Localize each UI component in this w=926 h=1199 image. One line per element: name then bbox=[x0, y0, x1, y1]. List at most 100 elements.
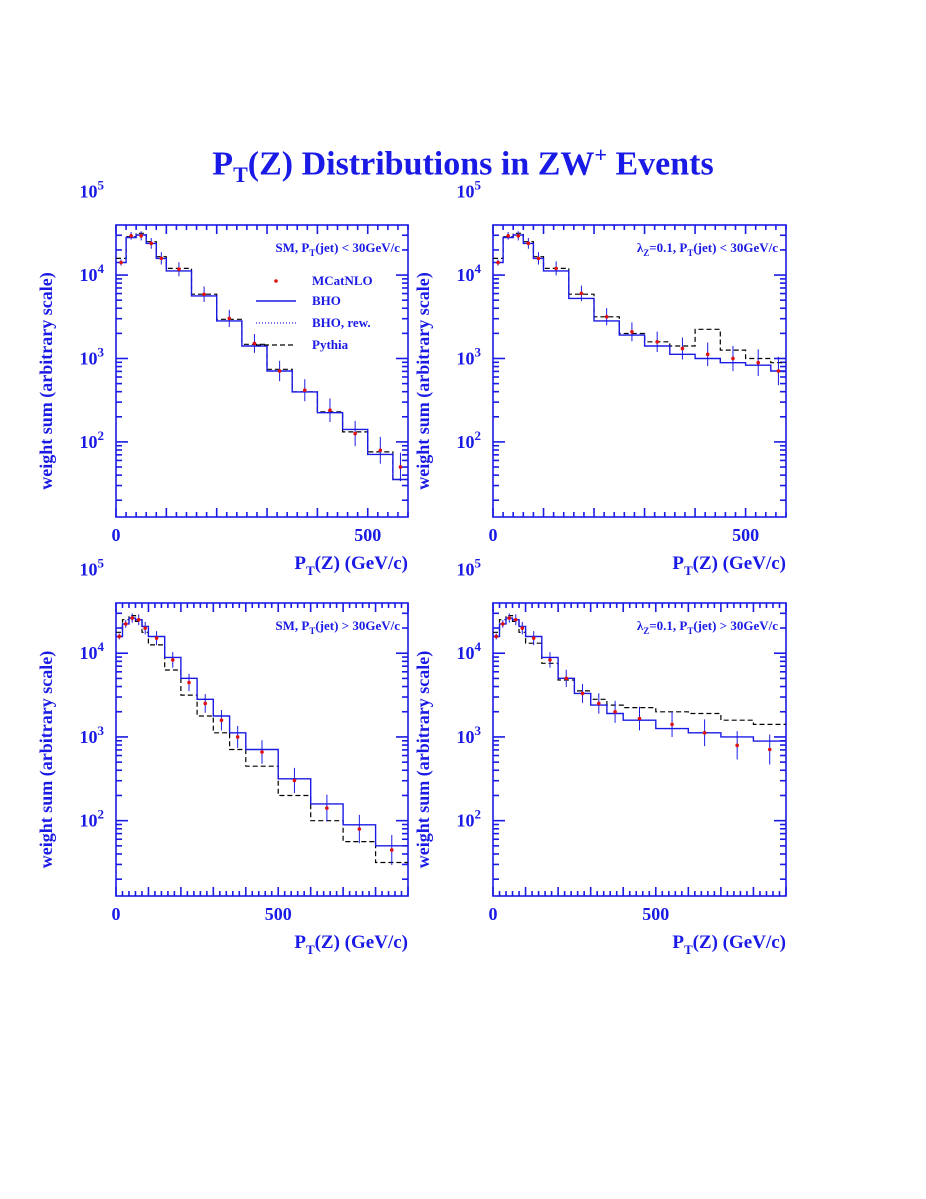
y-tick-label: 102 bbox=[457, 428, 482, 452]
mcatnlo-point bbox=[500, 622, 505, 626]
x-tick-label: 0 bbox=[112, 904, 121, 924]
y-tick-label: 103 bbox=[457, 723, 482, 747]
panel-label: SM, PT(jet) > 30GeV/c bbox=[275, 618, 400, 636]
legend-mcatnlo-marker bbox=[274, 279, 278, 283]
mcatnlo-point bbox=[507, 616, 512, 620]
mcatnlo-point bbox=[129, 234, 133, 238]
x-tick-label: 0 bbox=[112, 525, 121, 545]
mcatnlo-point bbox=[494, 634, 499, 639]
mcatnlo-point bbox=[516, 234, 521, 238]
y-axis-label: weight sum (arbitrary scale) bbox=[413, 651, 434, 868]
mcatnlo-point bbox=[767, 747, 772, 752]
mcatnlo-point bbox=[119, 260, 123, 265]
mcatnlo-point bbox=[670, 722, 674, 727]
y-tick-label: 102 bbox=[80, 428, 105, 452]
legend-label: MCatNLO bbox=[312, 273, 373, 288]
mcatnlo-point bbox=[680, 346, 685, 351]
x-axis-label: PT(Z) (GeV/c) bbox=[672, 932, 786, 957]
mcatnlo-point bbox=[580, 691, 585, 696]
x-tick-label: 500 bbox=[265, 904, 292, 924]
mcatnlo-point bbox=[731, 356, 735, 361]
series-bho bbox=[116, 234, 408, 481]
mcatnlo-point bbox=[564, 676, 569, 681]
plot-frame bbox=[492, 602, 787, 897]
panel-label: SM, PT(jet) < 30GeV/c bbox=[275, 240, 400, 258]
y-tick-label: 104 bbox=[457, 639, 482, 663]
plot-frame bbox=[492, 224, 787, 518]
x-axis-label: PT(Z) (GeV/c) bbox=[294, 553, 408, 578]
title-sup: + bbox=[594, 142, 607, 167]
y-tick-label: 105 bbox=[80, 556, 105, 580]
title-sub: T bbox=[233, 162, 248, 188]
mcatnlo-point bbox=[548, 658, 552, 662]
mcatnlo-point bbox=[702, 730, 707, 735]
x-tick-label: 0 bbox=[489, 525, 498, 545]
series-bho bbox=[493, 617, 786, 742]
y-tick-label: 104 bbox=[457, 261, 482, 285]
mcatnlo-point bbox=[328, 408, 332, 413]
mcatnlo-point bbox=[277, 369, 282, 373]
title-p: P bbox=[212, 145, 234, 183]
mcatnlo-point bbox=[554, 266, 558, 271]
chart-panel-top-right: 0 500 102 103 104 105 PT(Z) (GeV/c) weight sum … bbox=[413, 178, 787, 578]
mcatnlo-point bbox=[117, 634, 122, 639]
panel-label: λZ=0.1, PT(jet) < 30GeV/c bbox=[637, 240, 778, 258]
legend-label: Pythia bbox=[312, 337, 349, 352]
mcatnlo-point bbox=[637, 716, 642, 721]
y-tick-label: 103 bbox=[80, 344, 105, 368]
mcatnlo-point bbox=[597, 701, 601, 706]
mcatnlo-point bbox=[130, 616, 135, 620]
mcatnlo-point bbox=[170, 658, 175, 662]
x-tick-label: 0 bbox=[489, 904, 498, 924]
mcatnlo-point bbox=[735, 743, 739, 748]
y-axis-label: weight sum (arbitrary scale) bbox=[413, 272, 434, 489]
plot-frame bbox=[115, 224, 409, 518]
mcatnlo-point bbox=[378, 448, 383, 453]
y-tick-label: 105 bbox=[457, 556, 482, 580]
mcatnlo-point bbox=[219, 718, 224, 722]
title-end: Events bbox=[606, 145, 714, 183]
y-tick-label: 104 bbox=[80, 639, 105, 663]
mcatnlo-point bbox=[143, 626, 147, 630]
title-mid: (Z) Distributions in ZW bbox=[247, 145, 595, 183]
mcatnlo-point bbox=[203, 701, 208, 706]
chart-panel-bottom-right: 0 500 102 103 104 105 PT(Z) (GeV/c) weight sum … bbox=[413, 556, 787, 957]
y-tick-label: 103 bbox=[457, 344, 482, 368]
mcatnlo-point bbox=[398, 465, 403, 469]
legend-label: BHO, rew. bbox=[312, 315, 371, 330]
mcatnlo-point bbox=[613, 710, 617, 714]
mcatnlo-point bbox=[630, 329, 634, 334]
mcatnlo-point bbox=[235, 735, 240, 739]
series-pythia bbox=[116, 232, 408, 481]
mcatnlo-point bbox=[520, 626, 525, 630]
y-tick-label: 105 bbox=[457, 178, 482, 202]
mcatnlo-point bbox=[776, 369, 781, 373]
mcatnlo-point bbox=[536, 256, 541, 261]
x-tick-label: 500 bbox=[642, 904, 669, 924]
y-tick-label: 102 bbox=[80, 807, 105, 831]
mcatnlo-point bbox=[579, 291, 584, 296]
page-title: PT(Z) Distributions in ZW+ Events bbox=[0, 142, 926, 188]
y-tick-label: 103 bbox=[80, 723, 105, 747]
mcatnlo-point bbox=[177, 267, 181, 272]
mcatnlo-point bbox=[756, 360, 761, 365]
mcatnlo-point bbox=[389, 848, 394, 852]
y-tick-label: 104 bbox=[80, 261, 105, 285]
mcatnlo-point bbox=[513, 617, 518, 622]
mcatnlo-point bbox=[136, 617, 141, 622]
series-pythia bbox=[116, 615, 408, 864]
x-tick-label: 500 bbox=[732, 525, 759, 545]
mcatnlo-point bbox=[353, 431, 357, 436]
y-tick-label: 102 bbox=[457, 807, 482, 831]
chart-panel-top-left: 0 500 102 103 104 105 PT(Z) (GeV/c) weight sum … bbox=[36, 178, 409, 578]
mcatnlo-point bbox=[187, 680, 191, 685]
mcatnlo-point bbox=[292, 778, 297, 783]
x-tick-label: 500 bbox=[354, 525, 381, 545]
mcatnlo-point bbox=[526, 241, 531, 246]
mcatnlo-point bbox=[159, 256, 164, 261]
x-axis-label: PT(Z) (GeV/c) bbox=[672, 553, 786, 578]
mcatnlo-point bbox=[357, 827, 362, 831]
mcatnlo-point bbox=[655, 340, 659, 344]
mcatnlo-point bbox=[604, 314, 609, 319]
